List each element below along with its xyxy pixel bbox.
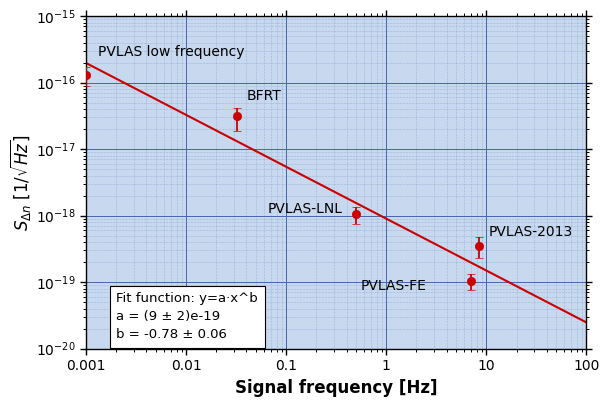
Text: PVLAS-2013: PVLAS-2013	[489, 225, 573, 239]
Text: PVLAS-LNL: PVLAS-LNL	[268, 202, 342, 216]
Y-axis label: $S_{\Delta n}$ [1/$\sqrt{Hz}$]: $S_{\Delta n}$ [1/$\sqrt{Hz}$]	[9, 134, 33, 230]
Text: BFRT: BFRT	[246, 89, 282, 103]
X-axis label: Signal frequency [Hz]: Signal frequency [Hz]	[235, 379, 438, 396]
Text: PVLAS-FE: PVLAS-FE	[361, 279, 426, 294]
Text: Fit function: y=a·x^b
a = (9 ± 2)e-19
b = -0.78 ± 0.06: Fit function: y=a·x^b a = (9 ± 2)e-19 b …	[116, 292, 258, 341]
Text: PVLAS low frequency: PVLAS low frequency	[97, 45, 244, 59]
